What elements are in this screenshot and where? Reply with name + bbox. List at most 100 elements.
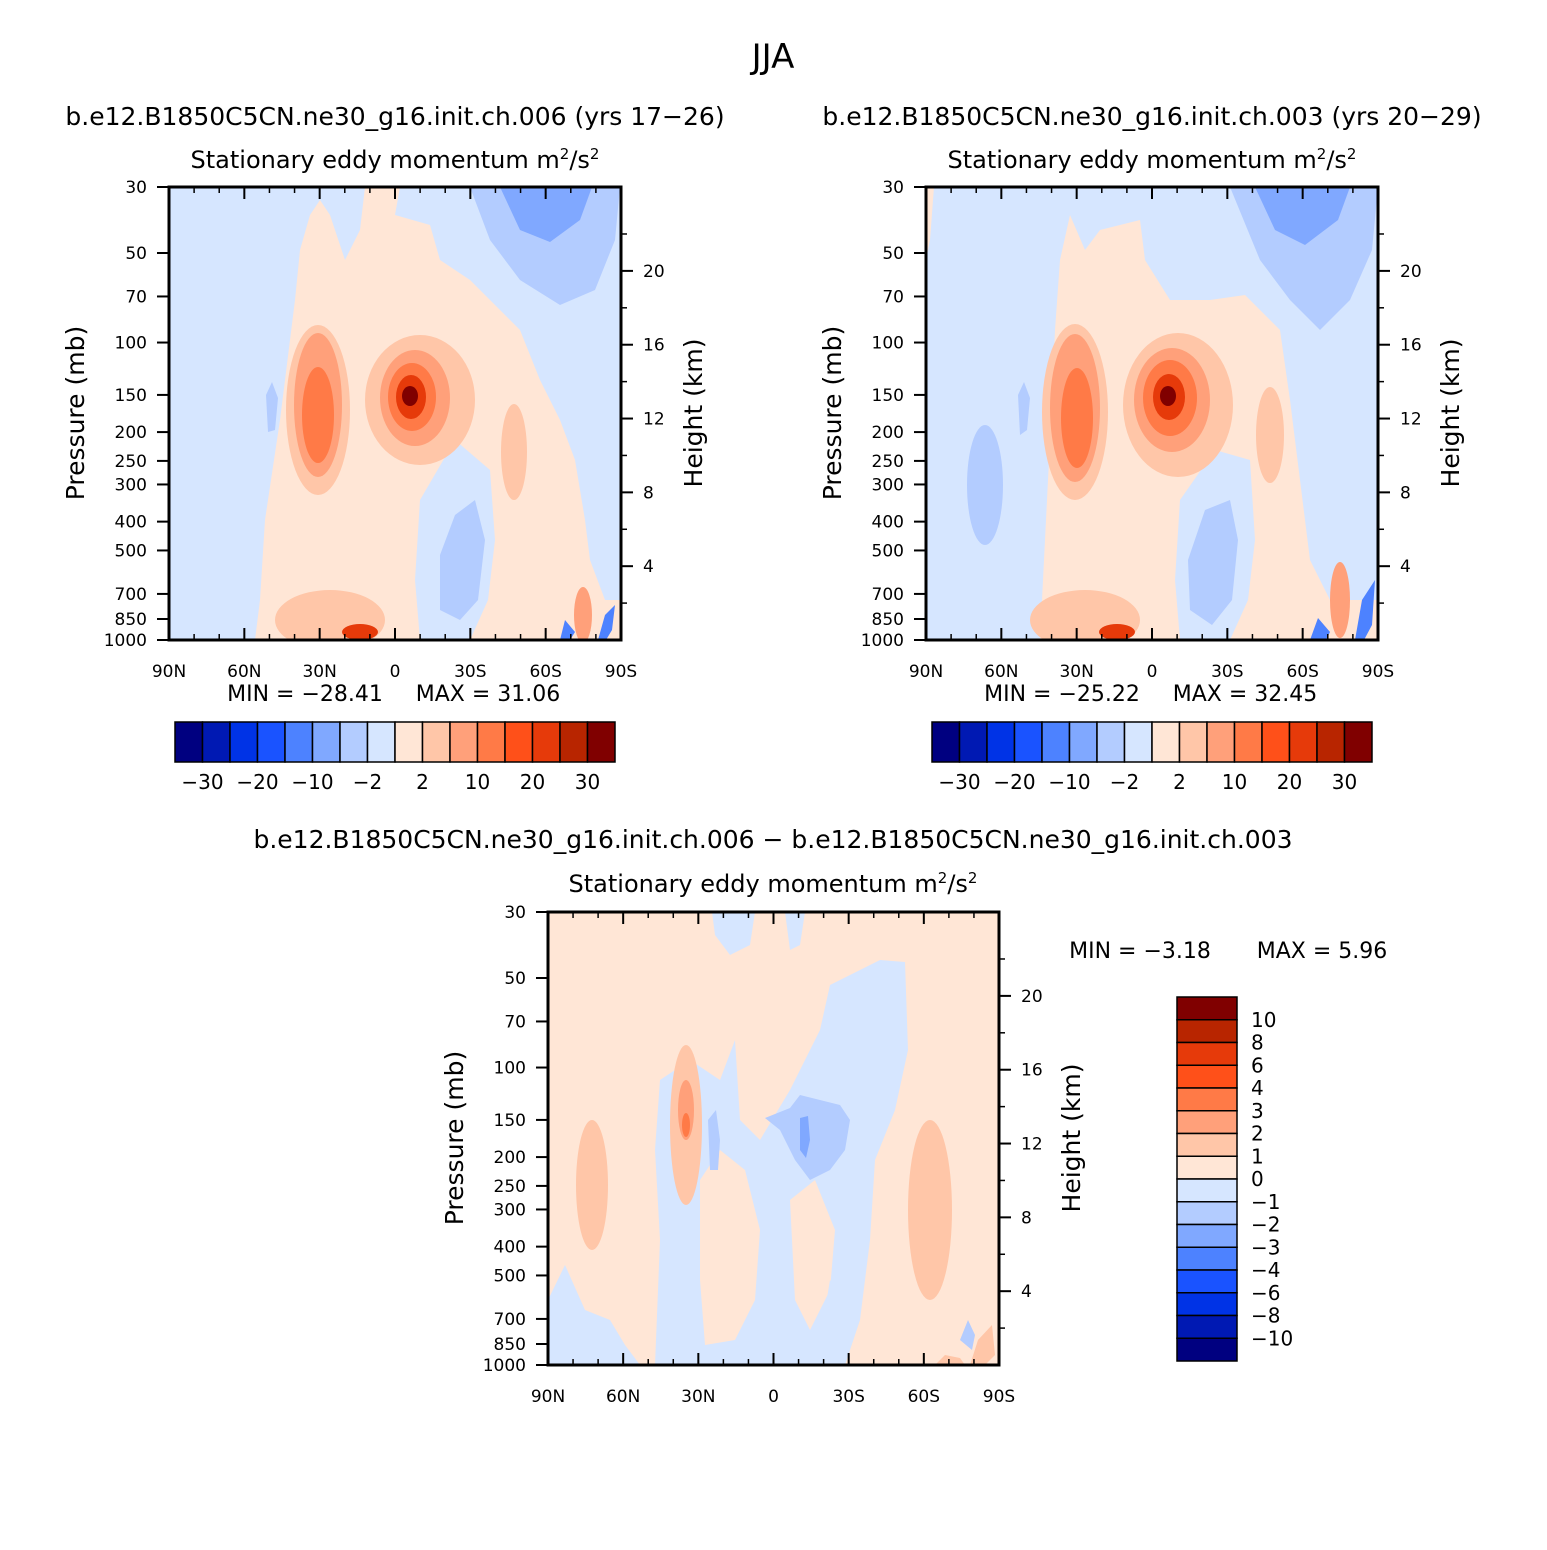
colorbar-label: 20: [520, 770, 545, 794]
y-tick-label: 700: [115, 585, 147, 605]
x-tick-label: 30S: [832, 1387, 864, 1407]
y-tick-label: 400: [872, 513, 904, 533]
panel-c-min-text: MIN = −3.18: [1069, 939, 1211, 964]
colorbar-box: [1233, 721, 1263, 763]
colorbar-box: [201, 721, 231, 763]
colorbar-box: [1261, 721, 1291, 763]
panel-c-plot-title: Stationary eddy momentum m2/s2: [569, 869, 978, 898]
colorbar-box: [284, 721, 314, 763]
colorbar-label: 10: [1222, 770, 1247, 794]
colorbar-label: 1: [1251, 1144, 1264, 1168]
y-tick-label: 150: [872, 386, 904, 406]
y-right-tick-label: 8: [643, 483, 654, 503]
y-tick-label: 70: [125, 287, 147, 307]
y-tick-label: 400: [115, 513, 147, 533]
panel-a-plot-title: Stationary eddy momentum m2/s2: [191, 145, 600, 174]
colorbar-box: [311, 721, 341, 763]
colorbar-box: [1176, 1019, 1238, 1044]
y-tick-label: 50: [882, 244, 904, 264]
colorbar-box: [476, 721, 506, 763]
panel-c-neg-surface-bits: [960, 1320, 975, 1350]
colorbar-label: −2: [1110, 770, 1139, 794]
panel-c-neg-jet-left: [708, 1110, 720, 1170]
y-tick-label: 100: [872, 334, 904, 354]
x-tick-label: 60N: [984, 662, 1018, 682]
y-tick-label: 850: [872, 610, 904, 630]
panel-c-neg-left: [548, 1265, 640, 1365]
x-tick-label: 90S: [983, 1387, 1015, 1407]
colorbar-label: 10: [1251, 1008, 1276, 1032]
colorbar-label: 2: [416, 770, 429, 794]
colorbar-box: [586, 721, 616, 763]
colorbar-label: 4: [1251, 1076, 1264, 1100]
panel-a-min-text: MIN = −28.41: [227, 682, 383, 707]
panel-b-case-title: b.e12.B1850C5CN.ne30_g16.init.ch.003 (yr…: [822, 102, 1481, 131]
panel-b-neg-blob-left: [1018, 382, 1030, 435]
y-tick-label: 200: [115, 423, 147, 443]
y-right-tick-label: 16: [643, 336, 665, 356]
colorbar-label: 2: [1251, 1122, 1264, 1146]
y-tick-label: 250: [494, 1177, 526, 1197]
colorbar-label: −30: [181, 770, 223, 794]
x-tick-label: 60N: [606, 1387, 640, 1407]
panel-a-neg-upper-left: [169, 187, 245, 600]
panel-a-neg-blob-left: [266, 382, 278, 432]
panel-a-neg-top-right: [470, 187, 620, 305]
colorbar-label: 20: [1277, 770, 1302, 794]
colorbar-box: [1176, 1246, 1238, 1271]
colorbar-label: 8: [1251, 1031, 1264, 1055]
x-tick-label: 30N: [1059, 662, 1093, 682]
colorbar-box: [1176, 1201, 1238, 1226]
y-tick-label: 300: [115, 475, 147, 495]
colorbar-box: [986, 721, 1016, 763]
panel-b-plot-title: Stationary eddy momentum m2/s2: [948, 145, 1357, 174]
colorbar-box: [1176, 1155, 1238, 1180]
y-tick-label: 300: [494, 1200, 526, 1220]
y-tick-label: 30: [882, 178, 904, 198]
panel-b-ylabel: Pressure (mb): [818, 326, 847, 500]
panel-c-pos-left: [576, 1120, 608, 1250]
x-tick-label: 60S: [1286, 662, 1318, 682]
y-tick-label: 500: [494, 1266, 526, 1286]
x-tick-label: 60S: [529, 662, 561, 682]
x-tick-label: 30S: [1211, 662, 1243, 682]
colorbar-box: [931, 721, 961, 763]
x-tick-label: 90S: [1362, 662, 1394, 682]
colorbar-label: −2: [353, 770, 382, 794]
y-right-tick-label: 20: [643, 262, 665, 282]
colorbar-label: 6: [1251, 1053, 1264, 1077]
panel-c-pos-right: [908, 1120, 952, 1300]
colorbar-box: [1176, 1110, 1238, 1135]
colorbar-box: [1176, 1337, 1238, 1362]
y-tick-label: 700: [872, 585, 904, 605]
x-tick-label: 60S: [908, 1387, 940, 1407]
panel-b-pos-surface-core: [1099, 624, 1135, 640]
panel-c-surface-bits: [935, 1325, 995, 1365]
colorbar-label: −10: [1048, 770, 1090, 794]
y-right-tick-label: 4: [1400, 557, 1411, 577]
panel-a-neg-mid: [440, 500, 485, 620]
panel-a-ylabel: Pressure (mb): [61, 326, 90, 500]
colorbar-box: [1176, 1132, 1238, 1157]
y-right-tick-label: 16: [1021, 1061, 1043, 1081]
y-right-tick-label: 16: [1400, 336, 1422, 356]
colorbar-box: [394, 721, 424, 763]
colorbar-label: −8: [1251, 1304, 1280, 1328]
colorbar-label: −10: [291, 770, 333, 794]
colorbar-box: [1096, 721, 1126, 763]
panel-b-neg-surface-right: [1310, 580, 1375, 640]
colorbar-box: [1176, 1041, 1238, 1066]
panel-a-colorbar: −30 −20 −10 −2 2 10 20 30: [174, 721, 616, 794]
panel-c-pos-mid: [700, 1150, 760, 1345]
x-tick-label: 90S: [605, 662, 637, 682]
colorbar-box: [1176, 1087, 1238, 1112]
y-tick-label: 100: [494, 1059, 526, 1079]
y-tick-label: 700: [494, 1310, 526, 1330]
panel-b-contour-field: [926, 187, 1378, 640]
x-tick-label: 90N: [531, 1387, 565, 1407]
panel-b-max-text: MAX = 32.45: [1173, 682, 1318, 707]
colorbar-box: [1176, 996, 1238, 1021]
colorbar-label: 3: [1251, 1099, 1264, 1123]
y-tick-label: 250: [115, 452, 147, 472]
y-tick-label: 50: [125, 244, 147, 264]
